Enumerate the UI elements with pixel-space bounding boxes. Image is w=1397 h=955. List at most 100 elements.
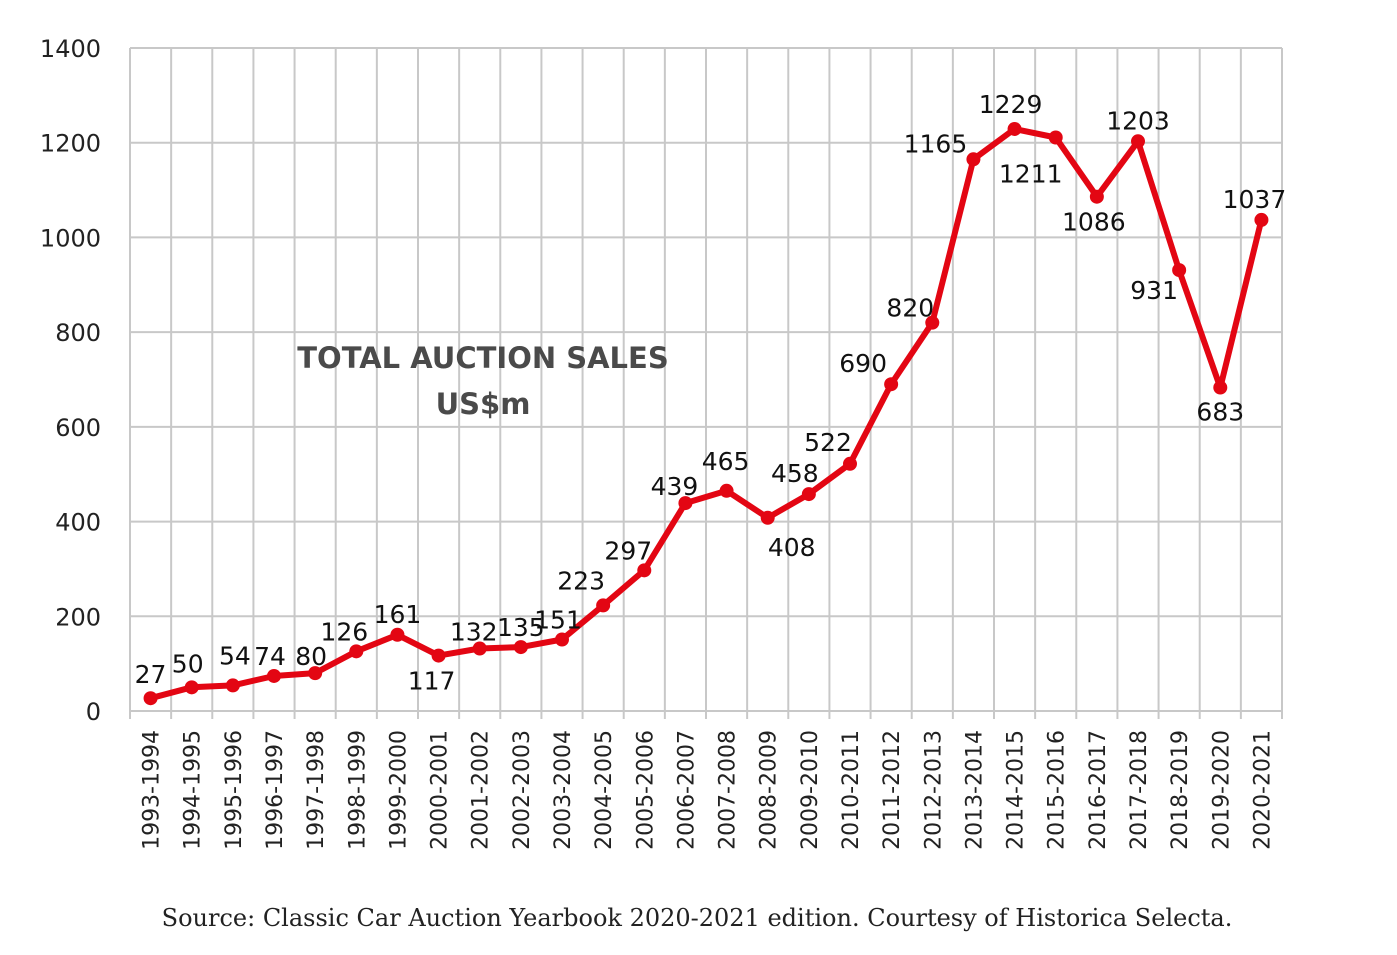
data-label: 80: [295, 642, 327, 671]
x-tick-label: 2004-2005: [592, 730, 617, 850]
data-point: [884, 377, 899, 392]
data-point: [513, 640, 528, 655]
y-axis-ticks: 0 200 400 600 800 1000 1200 1400: [40, 35, 101, 726]
x-tick-label: 2008-2009: [757, 730, 782, 850]
y-tick-label: 200: [55, 603, 101, 631]
data-label: 683: [1196, 398, 1244, 427]
data-label: 132: [450, 617, 498, 646]
x-tick-label: 2015-2016: [1045, 730, 1070, 850]
data-point: [390, 627, 405, 642]
x-tick-label: 1997-1998: [304, 730, 329, 850]
y-tick-label: 1200: [40, 130, 101, 158]
y-tick-label: 400: [55, 509, 101, 537]
data-label: 74: [254, 642, 286, 671]
x-tick-label: 2019-2020: [1209, 730, 1234, 850]
x-tick-label: 1995-1996: [222, 730, 247, 850]
x-axis-ticks: 1993-1994 1994-1995 1995-1996 1996-1997 1997…: [140, 730, 1276, 850]
x-tick-label: 2014-2015: [1004, 730, 1029, 850]
data-point: [308, 666, 323, 681]
x-tick-label: 2005-2006: [633, 730, 658, 850]
data-point: [555, 632, 569, 647]
data-point: [801, 487, 816, 502]
data-label: 1229: [979, 90, 1043, 119]
data-point: [1131, 134, 1145, 149]
data-point: [472, 641, 487, 656]
data-point: [1172, 263, 1187, 278]
x-tick-label: 2006-2007: [674, 730, 699, 850]
data-label: 54: [219, 641, 251, 670]
data-point: [678, 496, 693, 511]
y-tick-label: 1400: [40, 35, 101, 63]
data-point: [349, 644, 364, 659]
grid: [129, 47, 1283, 719]
chart-title: TOTAL AUCTION SALES: [297, 341, 668, 375]
x-tick-label: 1996-1997: [263, 730, 288, 850]
x-tick-label: 1994-1995: [181, 730, 206, 850]
x-tick-label: 2009-2010: [798, 730, 823, 850]
x-tick-label: 2012-2013: [921, 730, 946, 850]
data-label: 223: [557, 566, 605, 595]
data-point: [1007, 121, 1022, 136]
data-label: 931: [1130, 276, 1178, 305]
data-label: 439: [651, 472, 699, 501]
data-point: [1213, 380, 1228, 395]
x-tick-label: 2001-2002: [469, 730, 494, 850]
series: [143, 121, 1269, 706]
data-label: 1086: [1062, 208, 1126, 237]
x-tick-label: 2013-2014: [962, 730, 987, 850]
data-point: [637, 563, 652, 578]
data-label: 27: [135, 660, 167, 689]
source-note: Source: Classic Car Auction Yearbook 202…: [162, 904, 1233, 932]
data-point: [267, 668, 281, 683]
data-point: [225, 678, 240, 693]
x-tick-label: 1993-1994: [140, 730, 165, 850]
data-label: 465: [702, 447, 750, 476]
y-tick-label: 600: [55, 414, 101, 442]
data-point: [143, 691, 158, 706]
data-label: 117: [408, 667, 456, 696]
data-label: 522: [804, 428, 852, 457]
data-point: [925, 315, 940, 330]
x-tick-label: 2002-2003: [510, 730, 535, 850]
data-label: 161: [374, 600, 422, 629]
x-tick-label: 2010-2011: [839, 730, 864, 850]
data-label: 126: [320, 617, 368, 646]
data-label: 408: [768, 533, 816, 562]
y-tick-label: 1000: [40, 224, 101, 252]
x-tick-label: 2020-2021: [1250, 730, 1275, 850]
data-point: [719, 483, 734, 498]
x-tick-label: 2017-2018: [1127, 730, 1152, 850]
chart-subtitle: US$m: [436, 387, 531, 421]
data-label: 820: [886, 294, 934, 323]
x-tick-label: 2016-2017: [1086, 730, 1111, 850]
data-point: [431, 648, 446, 663]
y-tick-label: 800: [55, 319, 101, 347]
data-point: [1254, 212, 1269, 227]
series-line: [147, 126, 1265, 702]
data-point: [596, 598, 611, 613]
data-label: 690: [839, 349, 887, 378]
y-tick-label: 0: [86, 698, 101, 726]
x-tick-label: 2011-2012: [880, 730, 905, 850]
data-label: 1037: [1223, 185, 1287, 214]
data-point: [1048, 130, 1063, 145]
data-point: [1089, 189, 1104, 204]
x-tick-label: 2018-2019: [1168, 730, 1193, 850]
x-tick-label: 2000-2001: [428, 730, 453, 850]
data-label: 297: [604, 536, 652, 565]
data-label: 1211: [999, 160, 1063, 189]
data-point: [184, 680, 199, 695]
data-label: 135: [497, 613, 545, 642]
data-label: 151: [534, 605, 582, 634]
data-point: [843, 456, 857, 471]
data-label: 1203: [1106, 106, 1170, 135]
data-point: [966, 152, 981, 167]
x-tick-label: 1999-2000: [386, 730, 411, 850]
data-label: 1165: [904, 129, 968, 158]
x-tick-label: 1998-1999: [345, 730, 370, 850]
x-tick-label: 2007-2008: [716, 730, 741, 850]
data-label: 458: [771, 459, 819, 488]
data-point: [760, 510, 775, 525]
